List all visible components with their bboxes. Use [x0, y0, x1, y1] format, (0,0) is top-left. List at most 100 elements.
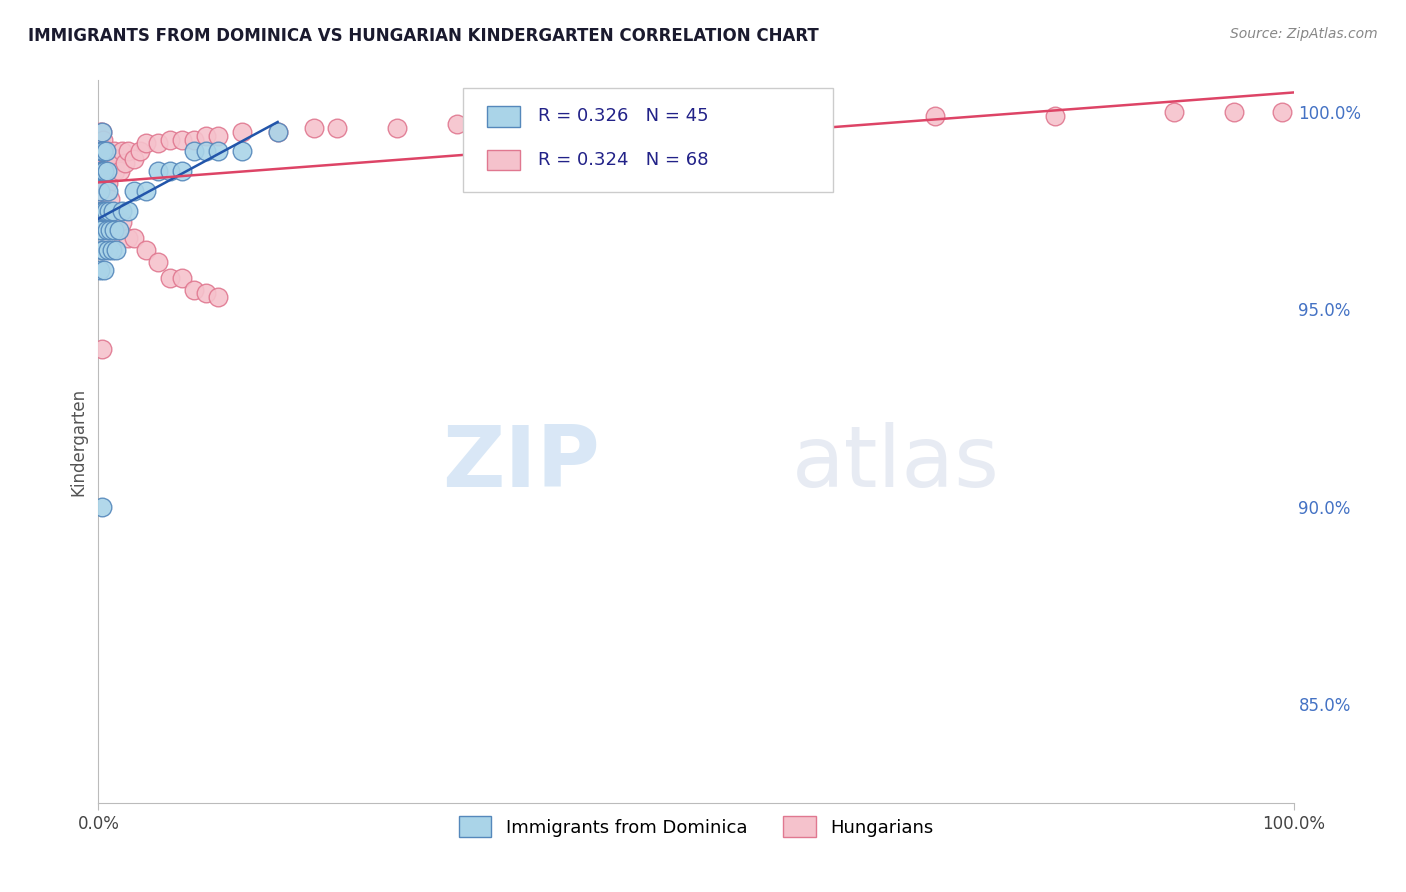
- Point: [183, 283, 205, 297]
- Point: [105, 223, 128, 237]
- Point: [98, 223, 122, 237]
- Point: [1271, 104, 1294, 119]
- Point: [183, 145, 205, 159]
- Point: [94, 153, 117, 167]
- Point: [804, 109, 827, 123]
- Point: [90, 153, 112, 167]
- Point: [90, 136, 112, 151]
- Text: R = 0.326   N = 45: R = 0.326 N = 45: [538, 107, 709, 126]
- Point: [135, 243, 157, 257]
- Point: [96, 164, 118, 178]
- Point: [91, 184, 114, 198]
- Point: [91, 342, 114, 356]
- Point: [103, 145, 125, 159]
- Point: [114, 156, 136, 170]
- Point: [159, 164, 181, 178]
- Point: [91, 145, 114, 159]
- Point: [91, 500, 114, 514]
- Point: [111, 215, 134, 229]
- Point: [159, 270, 181, 285]
- Point: [148, 255, 170, 269]
- Point: [103, 223, 125, 237]
- Point: [105, 243, 128, 257]
- Point: [148, 164, 170, 178]
- Point: [111, 203, 134, 218]
- Point: [385, 120, 409, 135]
- Point: [302, 120, 325, 135]
- Point: [89, 164, 111, 178]
- Point: [91, 203, 114, 218]
- Point: [124, 184, 146, 198]
- Point: [107, 223, 129, 237]
- Point: [94, 203, 117, 218]
- Point: [172, 164, 194, 178]
- Text: IMMIGRANTS FROM DOMINICA VS HUNGARIAN KINDERGARTEN CORRELATION CHART: IMMIGRANTS FROM DOMINICA VS HUNGARIAN KI…: [28, 27, 818, 45]
- Point: [91, 125, 114, 139]
- Y-axis label: Kindergarten: Kindergarten: [69, 387, 87, 496]
- Point: [89, 184, 111, 198]
- Point: [565, 117, 588, 131]
- Point: [94, 176, 117, 190]
- Point: [89, 262, 111, 277]
- Point: [135, 136, 157, 151]
- Text: Source: ZipAtlas.com: Source: ZipAtlas.com: [1230, 27, 1378, 41]
- Text: R = 0.324   N = 68: R = 0.324 N = 68: [538, 151, 709, 169]
- Point: [172, 132, 194, 146]
- Point: [96, 145, 118, 159]
- Point: [91, 164, 114, 178]
- Point: [117, 203, 139, 218]
- Point: [91, 156, 114, 170]
- Point: [100, 164, 122, 178]
- Point: [89, 223, 111, 237]
- Point: [96, 223, 118, 237]
- Point: [111, 145, 134, 159]
- Point: [93, 203, 115, 218]
- Point: [91, 243, 114, 257]
- Text: ZIP: ZIP: [443, 422, 600, 505]
- Point: [90, 184, 112, 198]
- Point: [91, 176, 114, 190]
- Point: [1163, 104, 1185, 119]
- Point: [267, 125, 290, 139]
- Point: [506, 117, 529, 131]
- Point: [96, 164, 118, 178]
- Point: [100, 243, 122, 257]
- Point: [1223, 104, 1246, 119]
- Text: atlas: atlas: [792, 422, 1000, 505]
- Point: [93, 203, 115, 218]
- Point: [231, 125, 253, 139]
- Point: [91, 164, 114, 178]
- Point: [195, 128, 218, 143]
- Point: [108, 164, 131, 178]
- Point: [91, 132, 114, 146]
- Point: [90, 203, 112, 218]
- Point: [117, 145, 139, 159]
- Point: [135, 184, 157, 198]
- Point: [90, 223, 112, 237]
- Point: [124, 153, 146, 167]
- Point: [98, 203, 121, 218]
- Point: [91, 243, 114, 257]
- FancyBboxPatch shape: [486, 106, 520, 127]
- Point: [117, 231, 139, 245]
- Point: [326, 120, 349, 135]
- Point: [98, 153, 122, 167]
- Point: [97, 176, 120, 190]
- Point: [90, 164, 112, 178]
- Point: [93, 172, 115, 186]
- Point: [93, 145, 115, 159]
- Point: [91, 203, 114, 218]
- Point: [148, 136, 170, 151]
- Point: [207, 290, 229, 304]
- Point: [183, 132, 205, 146]
- Point: [105, 153, 128, 167]
- Point: [159, 132, 181, 146]
- Point: [91, 145, 114, 159]
- Point: [91, 145, 114, 159]
- Point: [98, 192, 122, 206]
- Point: [104, 164, 127, 178]
- Point: [195, 286, 218, 301]
- Point: [685, 112, 707, 127]
- Point: [207, 145, 229, 159]
- Point: [93, 164, 115, 178]
